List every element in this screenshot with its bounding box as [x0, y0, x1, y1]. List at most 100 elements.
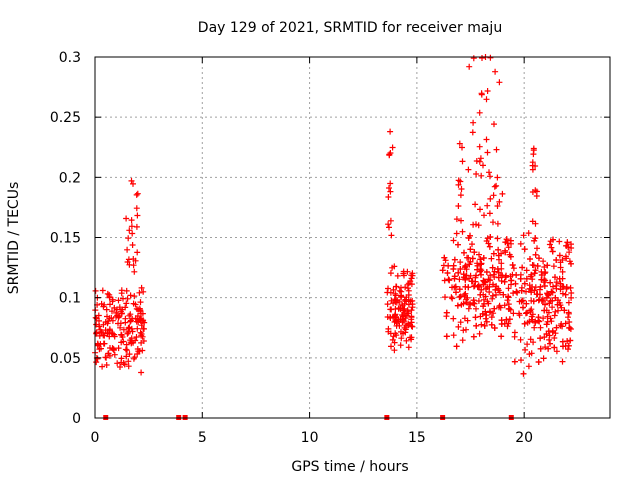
data-point: [99, 363, 106, 370]
data-point: [131, 268, 138, 275]
data-point: [517, 240, 524, 247]
y-tick-label: 0: [72, 411, 81, 427]
data-point: [563, 285, 570, 292]
data-point: [448, 294, 455, 301]
data-point: [537, 283, 544, 290]
data-point: [508, 277, 515, 284]
data-point: [559, 268, 566, 275]
data-point: [490, 192, 497, 199]
data-point: [125, 235, 132, 242]
data-point: [450, 262, 457, 269]
data-point: [470, 333, 477, 340]
data-point: [128, 335, 135, 342]
data-point: [553, 324, 560, 331]
data-point: [557, 286, 564, 293]
data-point: [128, 177, 135, 184]
data-point: [495, 274, 502, 281]
data-point: [528, 306, 535, 313]
data-point: [478, 321, 485, 328]
data-point: [489, 292, 496, 299]
data-point: [132, 257, 139, 264]
data-point: [559, 338, 566, 345]
data-point: [567, 326, 574, 332]
data-point: [544, 291, 551, 298]
data-point: [402, 326, 409, 333]
data-point: [559, 257, 566, 263]
data-point: [133, 205, 140, 212]
data-point: [118, 310, 125, 317]
data-point: [129, 242, 136, 248]
data-point: [480, 303, 487, 310]
data-point: [133, 334, 140, 340]
data-point: [557, 280, 564, 287]
data-point: [461, 264, 468, 271]
data-point: [502, 274, 509, 281]
data-point: [473, 158, 480, 164]
data-point: [96, 323, 103, 330]
data-point: [103, 362, 110, 368]
data-point: [498, 260, 505, 267]
data-point: [128, 217, 135, 224]
data-point: [396, 322, 403, 329]
data-point: [388, 343, 394, 350]
data-point: [470, 300, 477, 306]
data-point: [387, 270, 394, 277]
data-point: [541, 334, 548, 341]
data-point: [511, 358, 518, 365]
data-point: [469, 129, 476, 136]
data-point: [542, 269, 549, 276]
data-point: [545, 328, 552, 335]
data-point: [130, 262, 137, 269]
data-point: [475, 222, 482, 229]
data-point: [109, 298, 116, 305]
x-tick-label: 5: [198, 430, 207, 446]
data-point: [136, 289, 143, 296]
data-point: [100, 321, 107, 328]
data-point: [139, 333, 146, 340]
data-point: [102, 327, 109, 334]
data-point: [529, 162, 536, 169]
data-point: [547, 279, 554, 286]
data-point: [491, 268, 498, 275]
data-point: [118, 339, 125, 346]
data-point: [476, 158, 483, 165]
data-point: [505, 320, 512, 327]
data-point: [405, 285, 411, 292]
data-point: [501, 278, 508, 285]
data-point: [568, 294, 575, 301]
data-point: [111, 304, 118, 311]
data-point: [553, 348, 560, 355]
data-point: [468, 278, 475, 285]
data-point: [537, 335, 544, 342]
data-point: [391, 347, 398, 354]
data-point: [94, 342, 101, 349]
data-point: [115, 320, 121, 327]
data-point: [407, 278, 414, 285]
data-point: [483, 318, 490, 325]
data-point: [565, 346, 571, 353]
data-point: [556, 238, 563, 245]
data-point: [526, 285, 533, 292]
data-point: [450, 332, 457, 339]
data-point: [473, 305, 479, 312]
data-point: [472, 201, 479, 208]
data-point: [388, 306, 395, 313]
data-point: [556, 275, 563, 282]
data-point: [118, 331, 125, 338]
data-point: [453, 289, 459, 296]
data-point: [107, 301, 113, 308]
data-point: [530, 151, 537, 158]
data-point: [540, 315, 547, 322]
data-point: [532, 267, 539, 274]
data-point: [493, 283, 500, 290]
data-point: [513, 272, 520, 278]
data-point: [529, 218, 536, 225]
data-point: [129, 230, 136, 237]
data-point: [457, 266, 464, 272]
data-point: [506, 316, 513, 323]
data-point: [403, 337, 410, 344]
data-point: [400, 270, 407, 277]
data-point: [568, 245, 575, 251]
data-point: [122, 346, 129, 353]
data-point: [490, 250, 497, 257]
